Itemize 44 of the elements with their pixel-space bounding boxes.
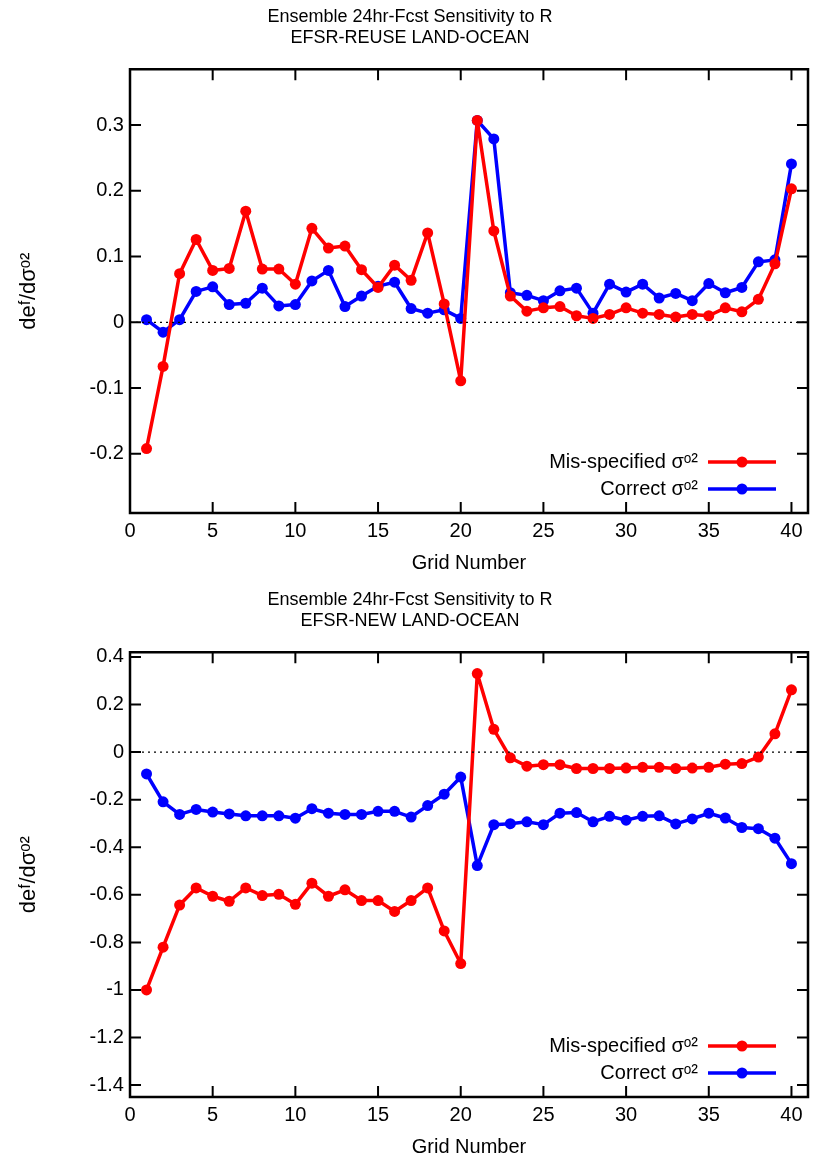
y-tick-label: -1 <box>106 977 124 1000</box>
x-tick-label: 20 <box>449 1102 472 1125</box>
legend-label: Mis-specified σᵒ² <box>549 1033 699 1056</box>
chart-subtitle: EFSR-NEW LAND-OCEAN <box>300 610 520 631</box>
legend-label: Correct σᵒ² <box>600 1060 699 1083</box>
x-axis-title: Grid Number <box>411 1134 527 1157</box>
x-tick-label: 25 <box>532 1102 555 1125</box>
chart-subtitle: EFSR-REUSE LAND-OCEAN <box>290 27 530 48</box>
x-tick-label: 40 <box>780 1102 803 1125</box>
x-tick-label: 15 <box>366 1102 390 1125</box>
y-tick-label: 0 <box>112 739 124 762</box>
x-tick-label: 5 <box>207 1102 219 1125</box>
x-tick-label: 40 <box>780 518 803 541</box>
y-tick-label: 0.2 <box>96 692 124 715</box>
y-tick-label: 0 <box>112 309 124 332</box>
y-tick-label: 0.2 <box>96 178 124 201</box>
y-tick-label: -0.4 <box>89 834 124 857</box>
x-tick-label: 10 <box>284 518 307 541</box>
chart-title: Ensemble 24hr-Fcst Sensitivity to R <box>267 588 553 609</box>
x-tick-label: 30 <box>614 1102 638 1125</box>
y-tick-label: -0.2 <box>89 441 124 464</box>
y-axis-title: deᶠ/dσᵒ² <box>15 836 41 914</box>
y-tick-label: 0.4 <box>96 644 124 667</box>
legend-label: Correct σᵒ² <box>600 476 699 499</box>
y-tick-label: -0.8 <box>89 929 124 952</box>
y-tick-label: -1.4 <box>89 1072 124 1095</box>
chart-title: Ensemble 24hr-Fcst Sensitivity to R <box>267 5 553 26</box>
x-tick-label: 20 <box>449 518 472 541</box>
x-tick-label: 30 <box>614 518 638 541</box>
x-axis-title: Grid Number <box>411 550 527 573</box>
x-tick-label: 25 <box>532 518 555 541</box>
y-tick-label: -0.2 <box>89 787 124 810</box>
legend-label: Mis-specified σᵒ² <box>549 449 699 472</box>
x-tick-label: 5 <box>207 518 219 541</box>
y-tick-label: 0.3 <box>96 112 124 135</box>
y-axis-title: deᶠ/dσᵒ² <box>15 252 41 330</box>
y-tick-label: 0.1 <box>96 244 124 267</box>
x-tick-label: 35 <box>697 518 720 541</box>
x-tick-label: 10 <box>284 1102 307 1125</box>
x-tick-label: 35 <box>697 1102 720 1125</box>
y-tick-label: -0.6 <box>89 882 124 905</box>
x-tick-label: 15 <box>366 518 390 541</box>
y-tick-label: -1.2 <box>89 1025 124 1048</box>
y-tick-label: -0.1 <box>89 375 124 398</box>
